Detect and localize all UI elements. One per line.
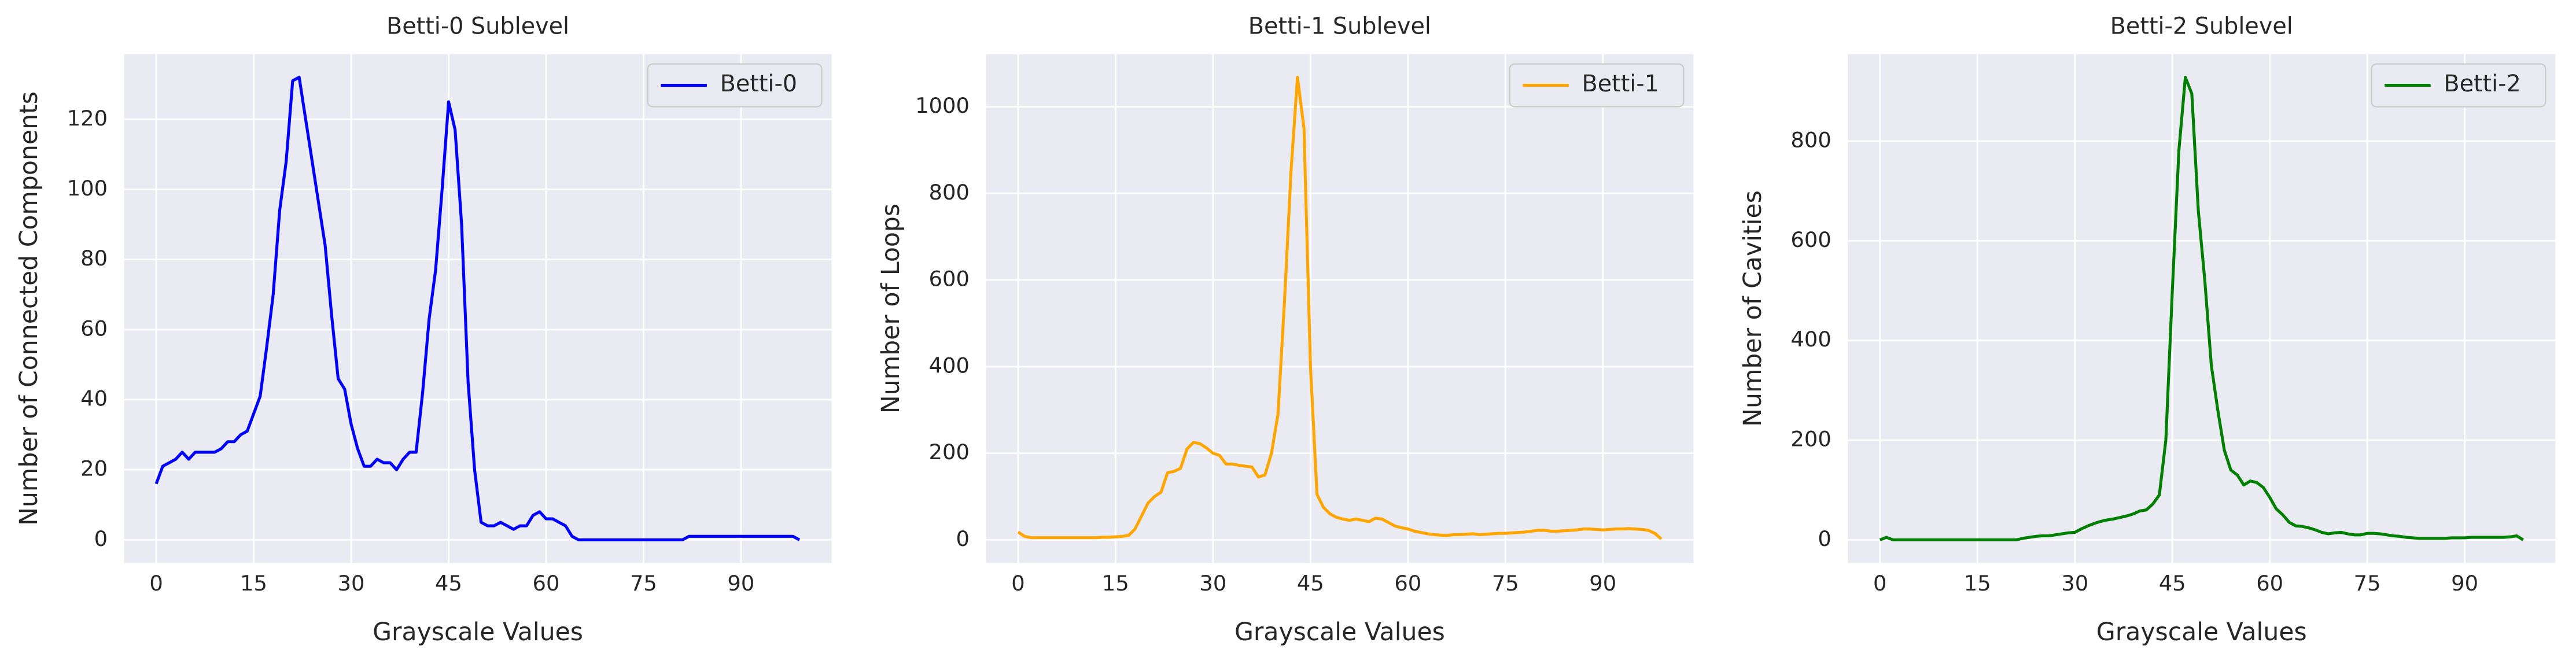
y-tick-label: 20 bbox=[80, 456, 108, 481]
y-tick-label: 60 bbox=[80, 316, 108, 341]
x-tick-label: 60 bbox=[532, 571, 559, 596]
plot-background bbox=[124, 54, 832, 563]
legend-box bbox=[2371, 63, 2546, 108]
x-axis-label: Grayscale Values bbox=[1234, 618, 1445, 647]
line-series bbox=[154, 76, 801, 541]
x-tick-label: 75 bbox=[2354, 571, 2381, 596]
legend-label: Betti-2 bbox=[2444, 71, 2520, 97]
x-tick-label: 15 bbox=[1102, 571, 1129, 596]
x-axis-label: Grayscale Values bbox=[373, 618, 583, 647]
y-tick-label: 120 bbox=[67, 106, 108, 131]
x-tick-label: 45 bbox=[1297, 571, 1324, 596]
x-tick-label: 15 bbox=[240, 571, 267, 596]
y-axis-label: Number of Cavities bbox=[1738, 190, 1767, 427]
line-series bbox=[1879, 76, 2525, 541]
x-tick-label: 75 bbox=[630, 571, 657, 596]
x-tick-label: 45 bbox=[435, 571, 462, 596]
legend-label: Betti-0 bbox=[720, 71, 797, 97]
y-tick-label: 600 bbox=[929, 267, 970, 291]
legend-box bbox=[1509, 63, 1685, 108]
y-tick-label: 400 bbox=[929, 353, 970, 378]
x-tick-label: 75 bbox=[1492, 571, 1519, 596]
y-tick-label: 100 bbox=[67, 176, 108, 201]
y-tick-label: 200 bbox=[1790, 427, 1831, 452]
x-tick-label: 30 bbox=[1199, 571, 1226, 596]
plot-background bbox=[1848, 54, 2556, 563]
x-tick-label: 90 bbox=[2451, 571, 2478, 596]
line-series bbox=[1017, 76, 1663, 540]
legend-label: Betti-1 bbox=[1582, 71, 1659, 97]
x-tick-label: 0 bbox=[1011, 571, 1024, 596]
y-tick-label: 80 bbox=[80, 246, 108, 271]
x-tick-label: 90 bbox=[727, 571, 754, 596]
y-tick-label: 1000 bbox=[915, 93, 970, 118]
x-tick-label: 30 bbox=[338, 571, 365, 596]
y-tick-label: 0 bbox=[94, 526, 108, 551]
y-tick-label: 40 bbox=[80, 386, 108, 411]
x-axis-label: Grayscale Values bbox=[2096, 618, 2307, 647]
y-tick-label: 800 bbox=[929, 180, 970, 205]
y-tick-label: 600 bbox=[1790, 227, 1831, 252]
chart-title: Betti-0 Sublevel bbox=[386, 13, 569, 40]
chart-title: Betti-2 Sublevel bbox=[2110, 13, 2293, 40]
x-tick-label: 90 bbox=[1589, 571, 1616, 596]
y-tick-label: 400 bbox=[1790, 327, 1831, 352]
y-axis-label: Number of Loops bbox=[876, 204, 905, 414]
x-tick-label: 45 bbox=[2159, 571, 2186, 596]
x-tick-label: 60 bbox=[1394, 571, 1421, 596]
y-tick-label: 0 bbox=[1818, 526, 1831, 551]
x-tick-label: 0 bbox=[1873, 571, 1886, 596]
x-tick-label: 0 bbox=[149, 571, 163, 596]
y-tick-label: 200 bbox=[929, 440, 970, 464]
y-axis-label: Number of Connected Components bbox=[14, 91, 43, 526]
y-tick-label: 0 bbox=[956, 526, 969, 551]
plot-background bbox=[986, 54, 1694, 563]
chart-title: Betti-1 Sublevel bbox=[1248, 13, 1431, 40]
x-tick-label: 60 bbox=[2256, 571, 2283, 596]
y-tick-label: 800 bbox=[1790, 127, 1831, 152]
legend-box bbox=[647, 63, 823, 108]
x-tick-label: 15 bbox=[1964, 571, 1991, 596]
x-tick-label: 30 bbox=[2061, 571, 2088, 596]
